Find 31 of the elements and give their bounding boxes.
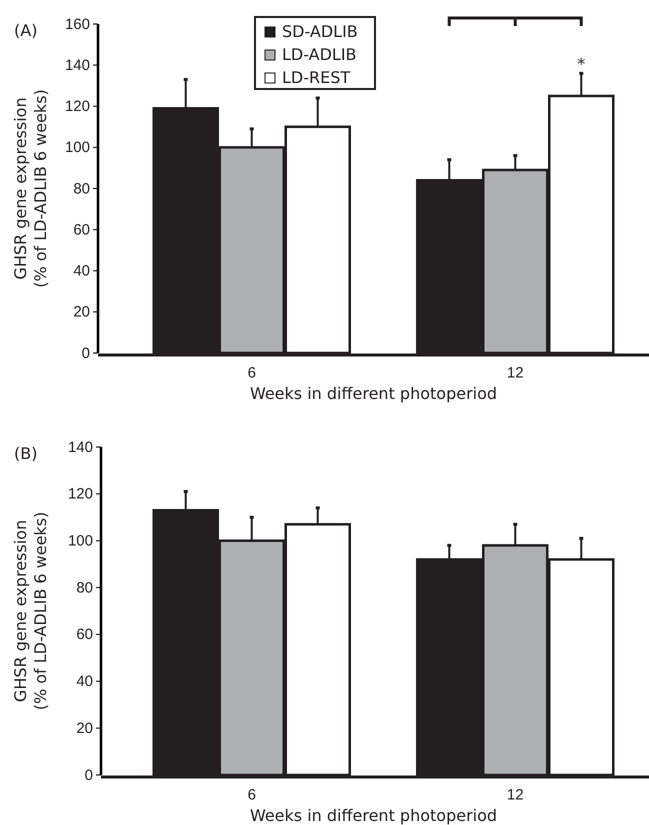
y-tick-label: 120 [64,98,90,116]
y-tick-label: 100 [64,139,90,156]
y-tick-label: 0 [84,766,93,784]
y-tick-label: 60 [73,221,90,238]
y-tick-label: 100 [68,532,93,550]
x-tick-label: 6 [248,786,256,804]
x-axis-title: Weeks in different photoperiod [250,806,498,825]
y-tick-label: 60 [76,626,93,644]
y-tick-label: 120 [68,486,93,503]
y-tick-label: 20 [73,304,90,321]
y-tick-label: 20 [76,720,93,737]
y-tick-label: 160 [64,16,90,33]
x-tick-label: 12 [506,786,524,804]
y-axis-title: GHSR gene expression (% of LD-ADLIB 6 weeks) [11,89,50,288]
legend-label: LD-REST [282,68,350,87]
x-tick-label: 6 [248,364,256,382]
y-tick-label: 140 [64,56,90,74]
y-tick-label: 40 [76,673,93,690]
annotation: * [577,54,586,74]
y-tick-label: 140 [68,438,93,456]
x-tick-label: 12 [506,364,524,382]
chart-title: (A) [14,21,38,40]
chart-title: (B) [14,444,38,463]
x-axis-title: Weeks in different photoperiod [250,384,498,403]
legend-label: LD-ADLIB [282,45,357,64]
y-tick-label: 40 [73,262,90,280]
y-axis-title: GHSR gene expression (% of LD-ADLIB 6 weeks) [11,512,50,710]
legend-label: SD-ADLIB [282,22,358,41]
y-tick-label: 80 [73,180,90,198]
y-tick-label: 80 [76,579,93,596]
y-tick-label: 0 [82,344,90,362]
